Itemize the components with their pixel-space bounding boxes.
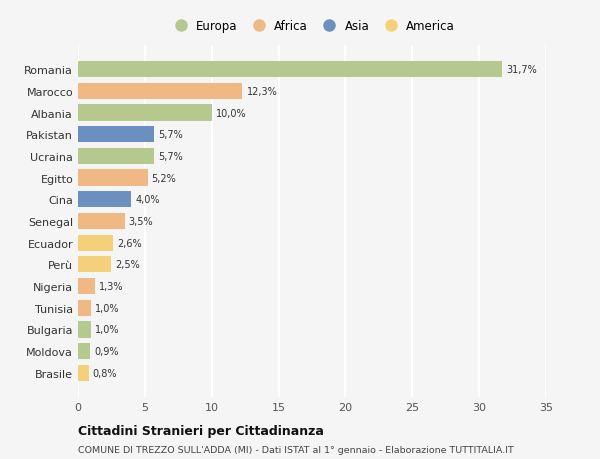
Text: 3,5%: 3,5%	[129, 217, 154, 226]
Text: 2,6%: 2,6%	[117, 238, 142, 248]
Bar	[78, 278, 95, 295]
Text: 1,3%: 1,3%	[100, 281, 124, 291]
Text: 10,0%: 10,0%	[216, 108, 247, 118]
Text: 0,9%: 0,9%	[94, 347, 119, 356]
Bar	[78, 148, 154, 165]
Text: Cittadini Stranieri per Cittadinanza: Cittadini Stranieri per Cittadinanza	[78, 424, 324, 437]
Legend: Europa, Africa, Asia, America: Europa, Africa, Asia, America	[169, 20, 455, 33]
Bar	[78, 62, 502, 78]
Text: 4,0%: 4,0%	[136, 195, 160, 205]
Bar	[78, 213, 125, 230]
Bar	[78, 235, 113, 251]
Bar	[78, 84, 242, 100]
Text: 1,0%: 1,0%	[95, 325, 120, 335]
Bar	[78, 127, 154, 143]
Text: COMUNE DI TREZZO SULL'ADDA (MI) - Dati ISTAT al 1° gennaio - Elaborazione TUTTIT: COMUNE DI TREZZO SULL'ADDA (MI) - Dati I…	[78, 445, 514, 454]
Text: 12,3%: 12,3%	[247, 87, 277, 96]
Bar	[78, 257, 112, 273]
Text: 1,0%: 1,0%	[95, 303, 120, 313]
Text: 2,5%: 2,5%	[115, 260, 140, 270]
Bar	[78, 365, 89, 381]
Text: 5,7%: 5,7%	[158, 130, 183, 140]
Bar	[78, 105, 212, 121]
Bar	[78, 192, 131, 208]
Bar	[78, 300, 91, 316]
Text: 0,8%: 0,8%	[93, 368, 117, 378]
Text: 31,7%: 31,7%	[506, 65, 536, 75]
Text: 5,7%: 5,7%	[158, 151, 183, 162]
Bar	[78, 322, 91, 338]
Bar	[78, 170, 148, 186]
Bar	[78, 343, 90, 359]
Text: 5,2%: 5,2%	[152, 173, 176, 183]
